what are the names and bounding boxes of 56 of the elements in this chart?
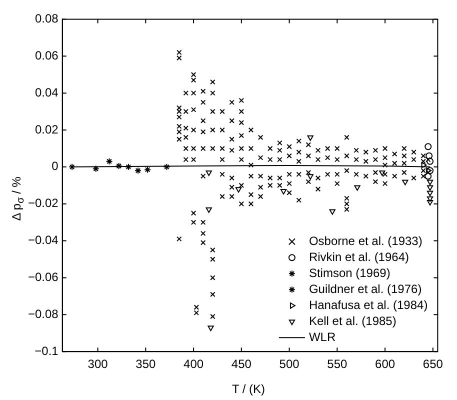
point — [92, 165, 100, 172]
point — [307, 174, 314, 180]
x-tick-label: 600 — [375, 357, 396, 372]
point — [426, 200, 434, 206]
y-tick-label: 0.02 — [35, 122, 59, 136]
point — [106, 158, 113, 165]
point — [280, 188, 287, 194]
y-tick-label: 0.08 — [35, 12, 59, 26]
point — [124, 163, 132, 170]
y-tick-label: 0.06 — [35, 48, 59, 62]
point — [426, 158, 434, 165]
point — [329, 209, 336, 215]
legend-label: Stimson (1969) — [308, 266, 390, 280]
y-tick-label: −0.02 — [28, 196, 59, 210]
point — [208, 326, 214, 332]
x-tick-label: 450 — [231, 357, 252, 372]
point — [424, 143, 432, 150]
y-tick-label: −0.06 — [28, 270, 59, 284]
y-tick-label: 0 — [52, 159, 59, 174]
x-tick-label: 400 — [184, 357, 204, 372]
point — [426, 168, 432, 174]
x-tick-label: 350 — [136, 357, 156, 372]
legend-label: Osborne et al. (1933) — [308, 234, 422, 248]
point — [163, 163, 170, 170]
point — [426, 190, 434, 196]
y-tick-label: −0.1 — [34, 344, 59, 358]
x-tick-label: 650 — [422, 357, 444, 372]
point — [421, 162, 427, 168]
point — [206, 170, 212, 176]
x-tick-label: 550 — [327, 357, 348, 372]
point — [379, 170, 386, 176]
x-tick-label: 300 — [88, 357, 108, 372]
point — [426, 152, 433, 160]
legend-label: Hanafusa et al. (1984) — [308, 298, 428, 312]
legend-label: Guildner et al. (1976) — [308, 282, 422, 296]
legend-label: WLR — [308, 330, 336, 344]
legend-label: Rivkin et al. (1964) — [308, 250, 410, 264]
point — [354, 185, 360, 191]
x-axis-title: T / (K) — [230, 382, 266, 396]
point — [426, 180, 434, 186]
y-tick-label: −0.04 — [28, 233, 59, 248]
point — [307, 135, 314, 141]
point — [426, 185, 434, 191]
point — [134, 167, 142, 174]
legend-label: Kell et al. (1985) — [308, 314, 396, 328]
point — [426, 196, 434, 202]
point — [424, 172, 432, 180]
point — [115, 162, 122, 170]
y-tick-label: −0.08 — [28, 306, 59, 321]
point — [235, 187, 242, 193]
x-tick-label: 500 — [279, 357, 300, 372]
point — [426, 167, 434, 174]
point — [144, 166, 152, 174]
point — [206, 207, 212, 213]
point — [402, 180, 408, 186]
y-tick-label: 0.04 — [35, 85, 59, 100]
